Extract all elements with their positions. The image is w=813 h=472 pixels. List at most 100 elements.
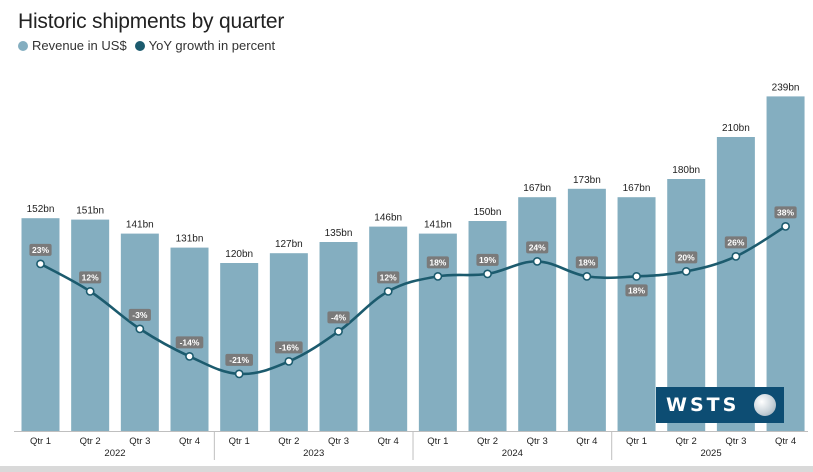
growth-point (383, 286, 393, 296)
bar-value-label: 141bn (126, 220, 154, 231)
growth-point (433, 271, 443, 281)
legend-item-revenue: Revenue in US$ (18, 38, 127, 53)
x-tick-label: Qtr 2 (278, 436, 299, 447)
x-tick-label: Qtr 3 (328, 436, 349, 447)
growth-label-bg (774, 206, 797, 219)
growth-label-bg (724, 236, 747, 249)
growth-point (483, 269, 492, 279)
growth-point (582, 271, 592, 281)
bar-value-label: 120bn (225, 249, 253, 260)
growth-label-bg (29, 243, 52, 256)
growth-point (731, 251, 741, 261)
x-tick-label: Qtr 4 (775, 436, 796, 447)
revenue-bar (369, 226, 408, 431)
year-label: 2023 (303, 448, 324, 459)
x-tick-label: Qtr 3 (527, 436, 548, 447)
x-tick-label: Qtr 2 (80, 436, 101, 447)
x-tick-label: Qtr 4 (378, 436, 399, 447)
bar-value-label: 180bn (672, 165, 700, 176)
growth-label-bg (575, 256, 598, 269)
legend-swatch-revenue (18, 40, 28, 51)
growth-point (284, 356, 294, 366)
growth-label-bg (79, 271, 102, 284)
growth-label-bg (327, 311, 350, 324)
growth-value-label: 26% (727, 238, 744, 248)
growth-label-bg (225, 353, 253, 366)
growth-label-bg (128, 308, 151, 321)
x-tick-label: Qtr 2 (477, 436, 498, 447)
growth-value-label: -21% (229, 355, 249, 365)
x-tick-label: Qtr 1 (229, 436, 250, 447)
legend: Revenue in US$ YoY growth in percent (18, 38, 277, 53)
legend-swatch-growth (134, 40, 145, 51)
growth-value-label: 38% (777, 208, 794, 218)
growth-label-bg (175, 336, 204, 349)
growth-value-label: 23% (32, 245, 49, 255)
x-tick-label: Qtr 1 (427, 436, 448, 447)
growth-value-label: -4% (331, 313, 347, 323)
growth-value-label: -14% (180, 338, 200, 348)
growth-label-bg (426, 256, 449, 269)
growth-point (532, 256, 542, 266)
globe-icon (754, 394, 776, 416)
growth-value-label: 18% (429, 258, 446, 268)
legend-item-growth: YoY growth in percent (134, 38, 276, 53)
growth-value-label: 20% (678, 253, 695, 263)
bottom-strip (0, 466, 813, 472)
revenue-bar (716, 137, 755, 431)
growth-point (781, 221, 790, 231)
growth-point (185, 351, 194, 361)
revenue-bar (468, 221, 507, 431)
x-tick-label: Qtr 4 (576, 436, 597, 447)
bar-value-label: 135bn (325, 228, 353, 239)
legend-label-growth: YoY growth in percent (148, 38, 276, 53)
growth-value-label: -16% (279, 343, 299, 353)
legend-label-revenue: Revenue in US$ (32, 38, 127, 53)
growth-label-bg (526, 241, 549, 254)
bar-value-label: 127bn (275, 239, 303, 250)
growth-value-label: 19% (479, 255, 496, 265)
revenue-bar (319, 242, 358, 431)
growth-value-label: 18% (628, 286, 645, 296)
year-label: 2022 (104, 448, 125, 459)
chart-title: Historic shipments by quarter (18, 10, 285, 33)
bar-value-label: 239bn (772, 82, 800, 93)
growth-value-label: -3% (132, 310, 148, 320)
bar-value-label: 152bn (27, 204, 55, 215)
x-tick-label: Qtr 2 (676, 436, 697, 447)
growth-value-label: 12% (380, 273, 397, 283)
bar-value-label: 167bn (523, 183, 551, 194)
growth-point (632, 271, 641, 281)
revenue-bar (617, 197, 656, 431)
growth-value-label: 18% (578, 258, 595, 268)
bar-value-label: 151bn (76, 206, 104, 217)
bar-value-label: 167bn (623, 183, 651, 194)
revenue-bar (567, 188, 606, 431)
growth-line (39, 225, 787, 376)
growth-point (334, 326, 343, 336)
growth-point (85, 286, 95, 296)
bar-value-label: 131bn (176, 234, 204, 245)
year-label: 2024 (502, 448, 523, 459)
bar-value-label: 146bn (374, 213, 402, 224)
x-tick-label: Qtr 3 (129, 436, 150, 447)
x-tick-label: Qtr 3 (725, 436, 746, 447)
growth-label-bg (275, 341, 303, 354)
x-tick-label: Qtr 1 (626, 436, 647, 447)
revenue-bar (220, 263, 259, 431)
bar-value-label: 173bn (573, 175, 601, 186)
revenue-bar (71, 219, 110, 431)
growth-label-bg (377, 271, 400, 284)
growth-label-bg (625, 284, 648, 297)
growth-point (135, 324, 145, 334)
growth-label-bg (476, 253, 499, 266)
logo-text: WSTS (666, 394, 740, 416)
revenue-bar (518, 197, 557, 431)
growth-label-bg (675, 251, 698, 264)
growth-point (681, 266, 691, 276)
growth-value-label: 12% (82, 273, 99, 283)
growth-point (36, 259, 45, 269)
wsts-logo: WSTS (656, 387, 784, 423)
growth-point (234, 369, 244, 379)
